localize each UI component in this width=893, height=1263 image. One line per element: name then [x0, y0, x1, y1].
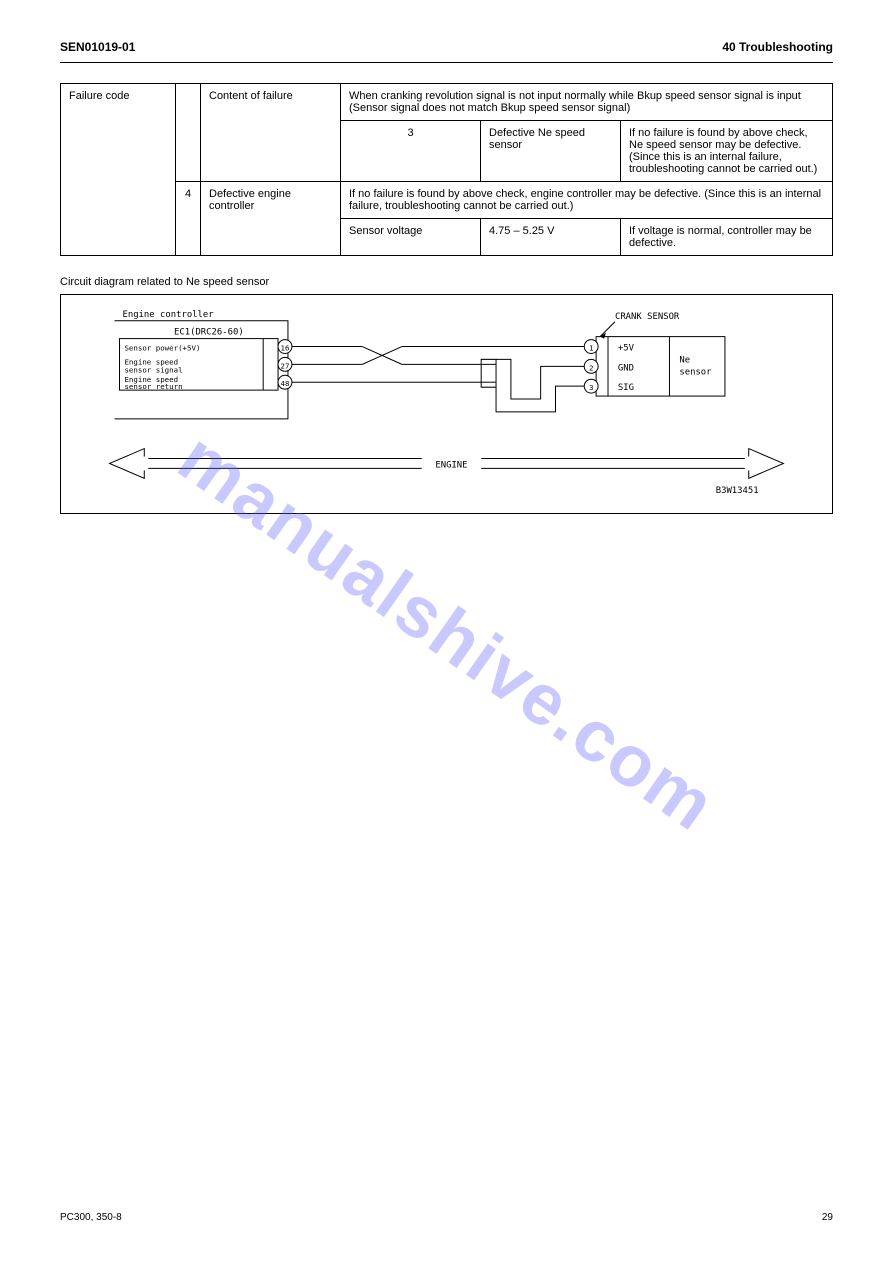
svg-ec1-pin27-label-b: sensor signal	[124, 365, 182, 374]
svg-ne-pin2: 2	[589, 363, 593, 372]
cause-num-3: 3	[341, 121, 481, 182]
cause-4-label: Defective engine controller	[201, 182, 341, 256]
svg-ne-gnd: GND	[618, 363, 634, 373]
svg-ne-sig: SIG	[618, 383, 634, 393]
svg-crank-label: CRANK SENSOR	[615, 312, 680, 322]
footer-page: 29	[822, 1212, 833, 1223]
svg-ne-label-b: sensor	[679, 367, 712, 377]
cause-3-content: If no failure is found by above check, N…	[621, 121, 833, 182]
header-code: SEN01019-01	[60, 40, 135, 54]
cause-4-content: If no failure is found by above check, e…	[341, 182, 833, 219]
page-header: SEN01019-01 40 Troubleshooting	[60, 40, 833, 63]
svg-code: B3W13451	[716, 486, 759, 496]
content-label: Content of failure	[201, 84, 341, 182]
circuit-title: Circuit diagram related to Ne speed sens…	[60, 276, 833, 288]
svg-ec1-pin48-label-b: sensor return	[124, 382, 182, 391]
cause-num-4: 4	[176, 182, 201, 256]
sensor-voltage-label: Sensor voltage	[341, 219, 481, 256]
svg-ec-label: Engine controller	[122, 310, 214, 320]
footer-model: PC300, 350-8	[60, 1212, 122, 1223]
header-section: 40 Troubleshooting	[722, 40, 833, 54]
cause-3-label: Defective Ne speed sensor	[481, 121, 621, 182]
svg-ne-pin1: 1	[589, 343, 593, 352]
svg-ne-label-a: Ne	[679, 355, 690, 365]
circuit-diagram: Engine controller EC1(DRC26-60) Sensor p…	[60, 294, 833, 514]
sensor-voltage-note: If voltage is normal, controller may be …	[621, 219, 833, 256]
svg-ec1-pin16-label: Sensor power(+5V)	[124, 343, 200, 352]
circuit-svg: Engine controller EC1(DRC26-60) Sensor p…	[61, 295, 832, 513]
failure-code-cell: Failure code	[61, 84, 176, 256]
causes-col	[176, 84, 201, 182]
svg-ne-pin3: 3	[589, 383, 593, 392]
svg-ec1-label: EC1(DRC26-60)	[174, 328, 244, 338]
failure-table: Failure code Content of failure When cra…	[60, 83, 833, 256]
failure-content: When cranking revolution signal is not i…	[341, 84, 833, 121]
svg-engine-text: ENGINE	[435, 460, 467, 470]
page-footer: PC300, 350-8 29	[60, 1212, 833, 1223]
sensor-voltage-val: 4.75 – 5.25 V	[481, 219, 621, 256]
svg-ne-5v: +5V	[618, 343, 635, 353]
